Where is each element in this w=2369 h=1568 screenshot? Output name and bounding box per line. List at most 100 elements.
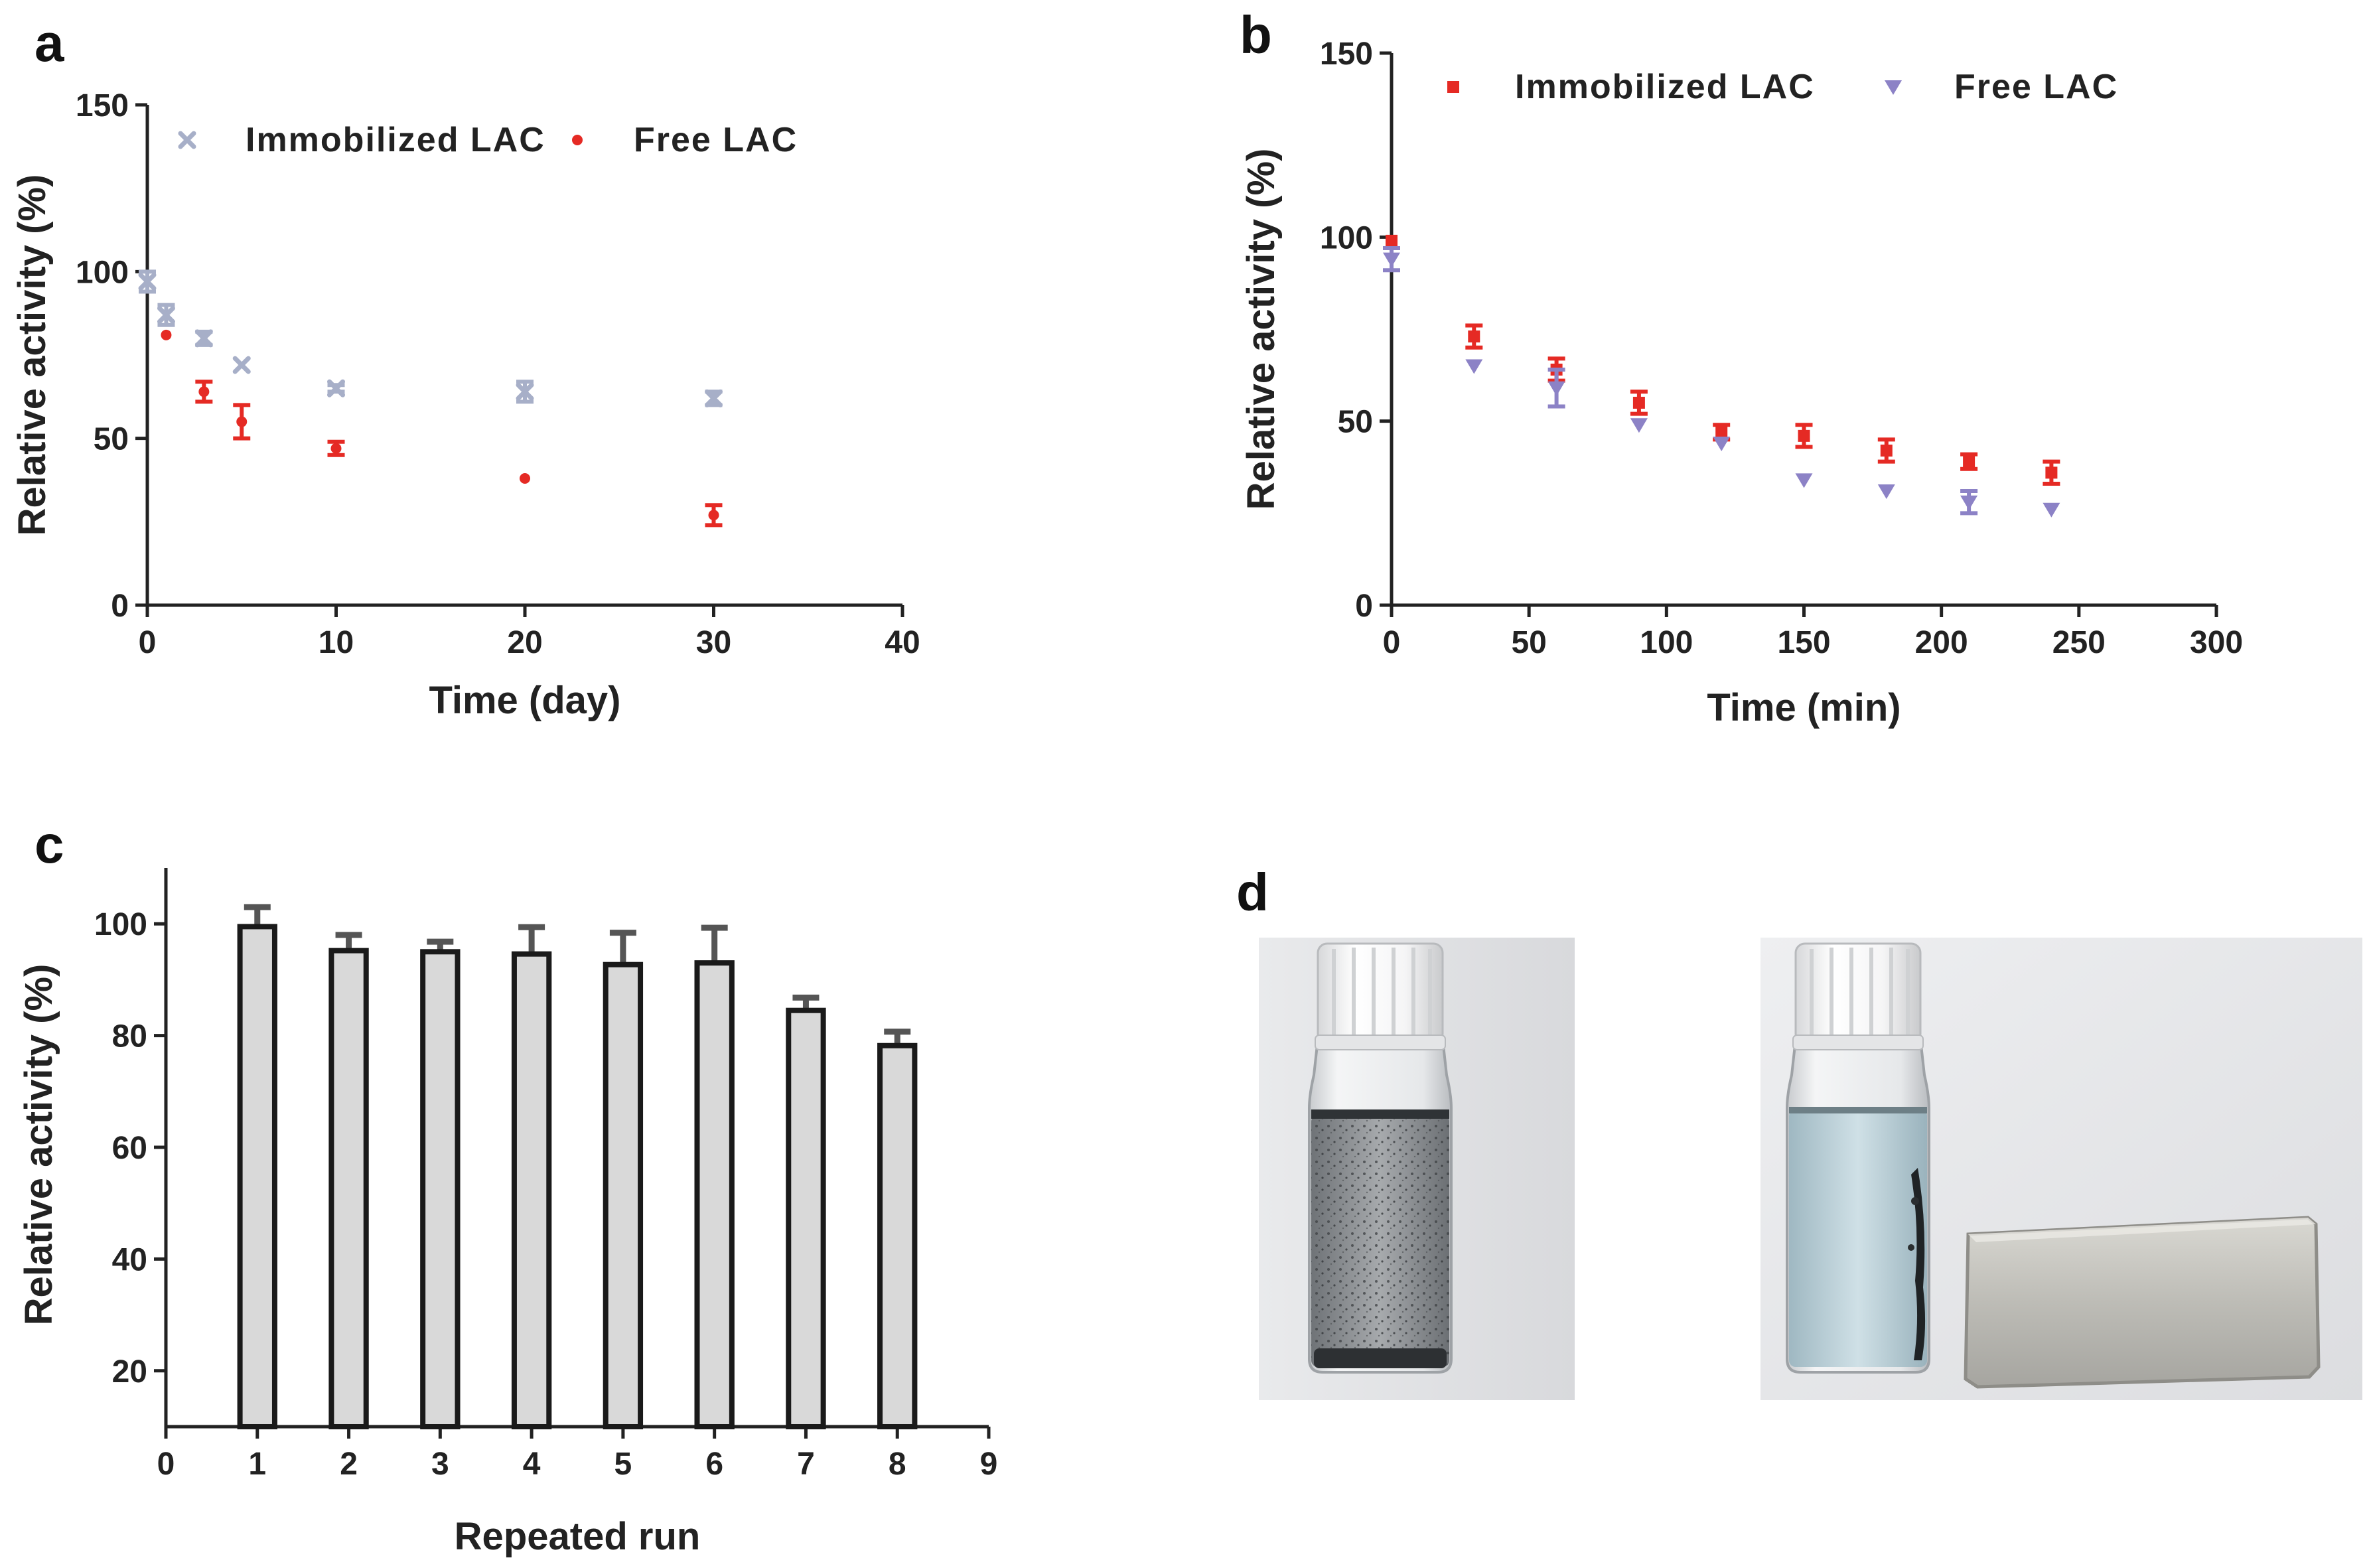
data-point [2043,502,2060,518]
x-tick-label: 300 [2190,625,2243,660]
y-tick-label: 150 [76,88,129,123]
data-point [1468,330,1480,343]
data-point [1630,418,1648,433]
series-1 [138,269,723,407]
y-tick-label: 40 [112,1242,147,1277]
data-point [138,272,157,291]
panel-label-a: a [35,13,64,72]
bar [603,962,644,1429]
data-point [1963,455,1975,468]
x-tick-label: 50 [1511,625,1546,660]
x-tick-label: 0 [139,625,157,660]
data-point [1798,429,1810,442]
y-tick-label: 50 [94,422,129,457]
x-tick-label: 200 [1915,625,1968,660]
legend-marker [572,135,583,145]
data-point [236,416,248,427]
panel-label-b: b [1240,5,1272,64]
legend-marker [178,131,196,149]
x-tick-label: 30 [696,625,731,660]
data-point [327,379,345,397]
chart-c-reusability-bars: 0 1 2 3 4 5 6 7 8 9 20 40 60 80 100 Repeated run Relativ… [17,868,997,1558]
y-tick-label: 100 [1320,220,1373,255]
data-point [1632,396,1645,409]
data-point [708,510,719,521]
x-tick-label: 5 [614,1447,632,1482]
x-axis-title: Time (min) [1707,686,1901,729]
legend-marker [1447,81,1459,93]
x-tick-label: 8 [889,1447,906,1482]
x-tick-label: 150 [1777,625,1830,660]
legend-marker [1885,80,1902,95]
legend-label: Immobilized LAC [246,121,545,159]
x-tick-label: 0 [157,1447,175,1482]
bar [511,951,552,1429]
photo-vial-magnet-separation [1760,938,2362,1400]
bar [328,948,369,1429]
bar [420,949,461,1430]
bar [237,924,277,1430]
data-point [1877,484,1895,500]
data-point [1465,359,1483,374]
y-tick-label: 80 [112,1019,147,1054]
x-tick-label: 6 [705,1447,723,1482]
data-point [232,356,251,374]
x-tick-label: 9 [980,1447,998,1482]
legend-label: Immobilized LAC [1515,68,1815,106]
chart-a-stability-days: 0 10 20 30 40 0 50 100 150 Time (day) Relative act… [11,88,920,722]
data-point [520,472,530,484]
panel-label-c: c [35,815,64,874]
bar [694,960,735,1429]
x-tick-label: 100 [1640,625,1693,660]
x-tick-label: 7 [797,1447,815,1482]
photo-vial-dispersed [1259,938,1575,1400]
x-tick-label: 4 [523,1447,541,1482]
data-point [1960,495,1978,510]
x-axis-title: Repeated run [455,1515,701,1558]
y-tick-label: 150 [1320,36,1373,72]
x-tick-label: 250 [2052,625,2106,660]
bar [786,1007,826,1429]
x-tick-label: 40 [885,625,920,660]
data-point [1547,381,1565,396]
x-tick-label: 2 [340,1447,358,1482]
data-point [516,382,534,401]
x-tick-label: 3 [431,1447,449,1482]
y-tick-label: 60 [112,1131,147,1166]
y-tick-label: 20 [112,1354,147,1390]
y-tick-label: 100 [94,907,147,942]
legend-label: Free LAC [1954,68,2118,106]
y-axis-title: Relative activity (%) [17,964,60,1326]
x-axis-title: Time (day) [429,679,620,722]
legend-label: Free LAC [634,121,798,159]
data-point [705,389,723,407]
x-tick-label: 0 [1383,625,1401,660]
x-tick-label: 10 [319,625,354,660]
y-tick-label: 50 [1338,405,1373,440]
data-point [194,329,213,348]
x-tick-label: 20 [507,625,542,660]
data-point [161,329,172,340]
series-2 [1383,246,2060,518]
y-tick-label: 0 [1355,589,1373,624]
y-tick-label: 100 [76,255,129,290]
chart-b-stability-minutes: 0 50 100 150 200 250 300 0 50 100 150 Time (min) Rel… [1240,36,2243,729]
series-2 [161,329,723,528]
data-point [1880,445,1893,457]
data-point [1386,234,1398,247]
data-point [1713,436,1731,451]
y-axis-title: Relative activity (%) [1240,149,1283,510]
data-point [1795,473,1813,488]
data-point [1715,426,1728,439]
data-point [330,443,342,454]
data-point [157,306,175,324]
series-1 [1386,234,2060,486]
data-point [1383,252,1400,267]
data-point [198,386,210,397]
y-tick-label: 0 [111,589,129,624]
data-point [2045,466,2058,479]
panel-label-d: d [1236,863,1269,922]
x-tick-label: 1 [248,1447,266,1482]
y-axis-title: Relative activity (%) [11,175,54,536]
